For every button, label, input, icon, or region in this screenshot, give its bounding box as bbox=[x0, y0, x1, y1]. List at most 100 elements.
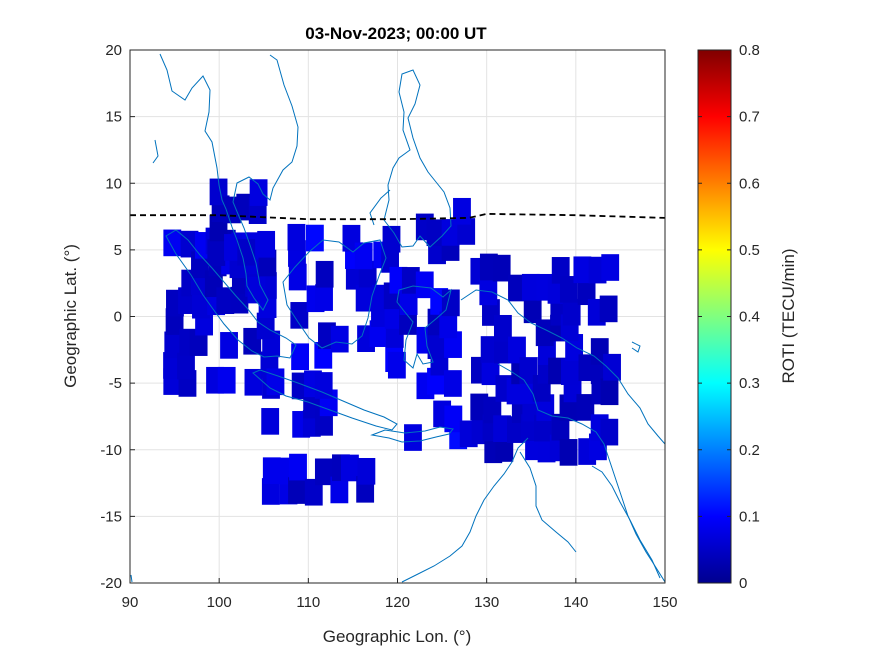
colorbar-tick-label: 0 bbox=[739, 575, 747, 592]
roti-cell bbox=[354, 242, 373, 270]
roti-cell bbox=[441, 289, 460, 317]
y-axis-label: Geographic Lat. (°) bbox=[61, 244, 80, 388]
roti-cell bbox=[523, 296, 542, 324]
roti-cell bbox=[290, 302, 309, 329]
roti-cell bbox=[404, 424, 422, 451]
roti-cell bbox=[209, 178, 228, 206]
roti-cell bbox=[387, 351, 406, 379]
y-tick-label: 15 bbox=[105, 109, 122, 126]
roti-cell bbox=[330, 325, 349, 353]
roti-cell bbox=[415, 271, 434, 299]
roti-cell bbox=[444, 405, 463, 433]
roti-cell bbox=[220, 332, 238, 359]
x-tick-label: 110 bbox=[296, 594, 320, 611]
roti-cell bbox=[261, 408, 280, 435]
roti-cell bbox=[559, 439, 578, 466]
y-tick-label: 5 bbox=[114, 242, 122, 259]
roti-cell bbox=[315, 284, 333, 311]
colorbar-ticks: 0 0.1 0.2 0.3 0.4 0.5 0.6 0.7 0.8 bbox=[698, 42, 760, 592]
roti-cells bbox=[163, 178, 621, 506]
roti-cell bbox=[382, 225, 401, 253]
roti-cell bbox=[426, 219, 445, 247]
roti-cell bbox=[508, 274, 526, 302]
colorbar-tick-label: 0.6 bbox=[739, 175, 760, 192]
roti-cell bbox=[493, 415, 511, 442]
roti-cell bbox=[257, 230, 276, 258]
roti-cell bbox=[369, 320, 388, 347]
y-tick-label: -15 bbox=[100, 508, 122, 525]
y-tick-label: 10 bbox=[105, 175, 122, 192]
roti-cell bbox=[481, 358, 500, 386]
roti-cell bbox=[304, 478, 323, 506]
roti-cell bbox=[164, 331, 183, 359]
x-tick-label: 140 bbox=[563, 594, 588, 611]
y-tick-label: -5 bbox=[109, 375, 122, 392]
roti-cell bbox=[341, 454, 359, 482]
terminator-line bbox=[130, 212, 665, 221]
colorbar-tick-label: 0.8 bbox=[739, 42, 760, 59]
roti-cell bbox=[216, 287, 235, 314]
x-tick-label: 130 bbox=[474, 594, 499, 611]
y-tick-label: 20 bbox=[105, 42, 122, 59]
roti-cell bbox=[357, 457, 376, 485]
x-axis-label: Geographic Lon. (°) bbox=[323, 627, 472, 646]
roti-cell bbox=[561, 358, 579, 385]
roti-cell bbox=[287, 223, 306, 251]
colorbar-tick-label: 0.5 bbox=[739, 242, 760, 259]
roti-cell bbox=[315, 260, 334, 288]
roti-cell bbox=[441, 219, 460, 246]
y-axis: 20 15 10 5 0 -5 -10 -15 -20 bbox=[100, 42, 135, 592]
coastlines bbox=[130, 53, 665, 583]
roti-cell bbox=[288, 263, 307, 291]
roti-cell bbox=[249, 179, 268, 206]
y-tick-label: -20 bbox=[100, 575, 122, 592]
roti-cell bbox=[576, 394, 595, 421]
roti-cell bbox=[355, 284, 374, 312]
roti-cell bbox=[330, 476, 349, 504]
x-tick-label: 100 bbox=[207, 594, 232, 611]
roti-cell bbox=[177, 352, 195, 380]
roti-cell bbox=[600, 418, 619, 446]
roti-cell bbox=[305, 224, 324, 252]
colorbar-tick-label: 0.1 bbox=[739, 508, 760, 525]
roti-cell bbox=[163, 229, 182, 257]
roti-cell bbox=[262, 457, 281, 485]
roti-cell bbox=[381, 246, 399, 273]
roti-cell bbox=[573, 256, 592, 284]
y-tick-label: -10 bbox=[100, 442, 122, 459]
roti-cell bbox=[189, 329, 208, 356]
x-axis: 90 100 110 120 130 140 150 bbox=[122, 578, 678, 611]
colorbar-label: ROTI (TECU/min) bbox=[779, 248, 798, 383]
roti-cell bbox=[494, 336, 512, 364]
roti-cell bbox=[289, 453, 307, 481]
colorbar bbox=[697, 49, 732, 584]
roti-cell bbox=[443, 370, 462, 397]
roti-cell bbox=[288, 477, 306, 504]
colorbar-tick-label: 0.7 bbox=[739, 109, 760, 126]
roti-cell bbox=[599, 295, 618, 323]
roti-cell bbox=[534, 414, 552, 442]
roti-cell bbox=[492, 254, 511, 282]
roti-cell bbox=[399, 288, 418, 316]
roti-cell bbox=[508, 336, 526, 364]
roti-cell bbox=[600, 378, 619, 406]
roti-cell bbox=[256, 312, 275, 340]
roti-cell bbox=[244, 368, 263, 396]
roti-cell bbox=[521, 273, 540, 301]
roti-cell bbox=[457, 218, 476, 245]
chart-title: 03-Nov-2023; 00:00 UT bbox=[305, 24, 487, 43]
roti-cell bbox=[163, 352, 181, 379]
colorbar-tick-label: 0.3 bbox=[739, 375, 760, 392]
roti-cell bbox=[439, 311, 458, 339]
roti-cell bbox=[217, 366, 236, 394]
y-tick-label: 0 bbox=[114, 309, 122, 326]
roti-cell bbox=[401, 267, 420, 294]
x-tick-label: 120 bbox=[385, 594, 410, 611]
roti-cell bbox=[601, 254, 620, 281]
roti-cell bbox=[493, 314, 512, 342]
roti-cell bbox=[291, 343, 310, 371]
roti-cell bbox=[535, 319, 554, 347]
roti-cell bbox=[314, 372, 333, 399]
x-tick-label: 150 bbox=[652, 594, 677, 611]
